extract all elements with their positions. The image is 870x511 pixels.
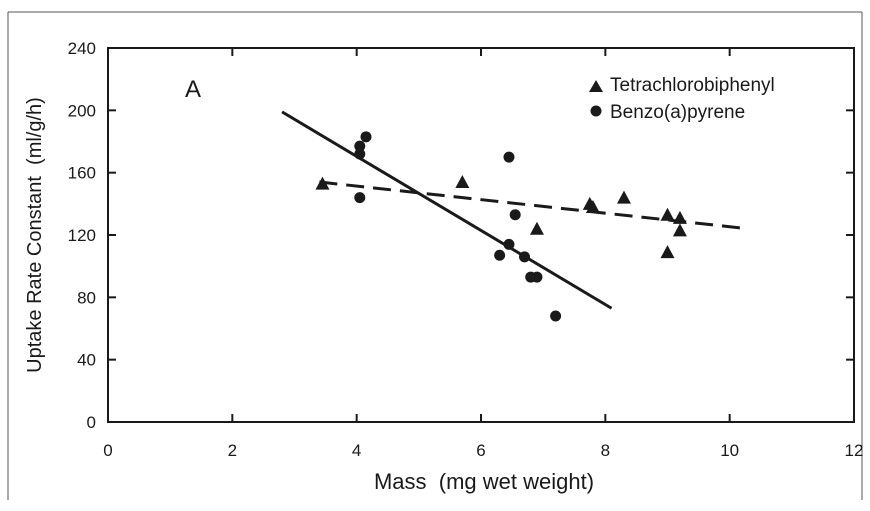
- y-tick-label: 160: [68, 164, 96, 183]
- benzo-a-pyrene-point: [494, 249, 506, 261]
- y-tick-label: 40: [77, 351, 96, 370]
- benzo-a-pyrene-point: [503, 151, 515, 163]
- tetrachlorobiphenyl-point: [672, 223, 687, 237]
- y-tick-label: 0: [87, 413, 96, 432]
- benzo-a-pyrene-point: [360, 131, 372, 143]
- tetrachlorobiphenyl-point: [585, 199, 600, 213]
- legend-circle-marker: [590, 105, 602, 117]
- y-tick-label: 120: [68, 226, 96, 245]
- x-tick-label: 10: [720, 441, 739, 460]
- benzo-a-pyrene-point: [354, 148, 366, 160]
- legend-label-benzo-a-pyrene: Benzo(a)pyrene: [610, 102, 745, 123]
- legend-triangle-marker: [589, 80, 603, 92]
- tetrachlorobiphenyl-point: [660, 245, 675, 259]
- benzo-a-pyrene-point: [354, 192, 366, 204]
- benzo-a-pyrene-point: [550, 310, 562, 322]
- x-tick-label: 2: [228, 441, 237, 460]
- x-axis: 0 2 4 6 8 10 12: [103, 48, 863, 460]
- x-tick-label: 4: [352, 441, 361, 460]
- benzo-a-pyrene-point: [354, 140, 366, 152]
- tetrachlorobiphenyl-point: [616, 190, 631, 204]
- legend: Tetrachlorobiphenyl Benzo(a)pyrene: [589, 75, 775, 123]
- tetrachlorobiphenyl-point: [529, 221, 544, 235]
- tetrachlorobiphenyl-point: [660, 207, 675, 221]
- y-tick-label: 200: [68, 101, 96, 120]
- y-axis-title: Uptake Rate Constant (ml/g/h): [24, 97, 46, 373]
- x-tick-label: 0: [103, 441, 112, 460]
- x-tick-label: 6: [476, 441, 485, 460]
- x-tick-label: 12: [845, 441, 864, 460]
- benzo-a-pyrene-fit-line: [281, 110, 613, 310]
- tetrachlorobiphenyl-point: [455, 175, 470, 189]
- y-axis: 0 40 80 120 160 200 240: [68, 39, 854, 432]
- benzo-a-pyrene-point: [531, 271, 543, 283]
- x-axis-title: Mass (mg wet weight): [374, 469, 594, 494]
- panel-label: A: [185, 76, 201, 103]
- y-tick-label: 80: [77, 288, 96, 307]
- benzo-a-pyrene-point: [503, 238, 515, 250]
- tetrachlorobiphenyl-point: [672, 210, 687, 224]
- y-tick-label: 240: [68, 39, 96, 58]
- benzo-a-pyrene-point: [519, 251, 531, 263]
- benzo-a-pyrene-point: [509, 209, 521, 221]
- data-markers: [315, 131, 687, 322]
- legend-label-tetrachlorobiphenyl: Tetrachlorobiphenyl: [610, 75, 775, 96]
- x-tick-label: 8: [601, 441, 610, 460]
- tetrachlorobiphenyl-point: [315, 176, 330, 190]
